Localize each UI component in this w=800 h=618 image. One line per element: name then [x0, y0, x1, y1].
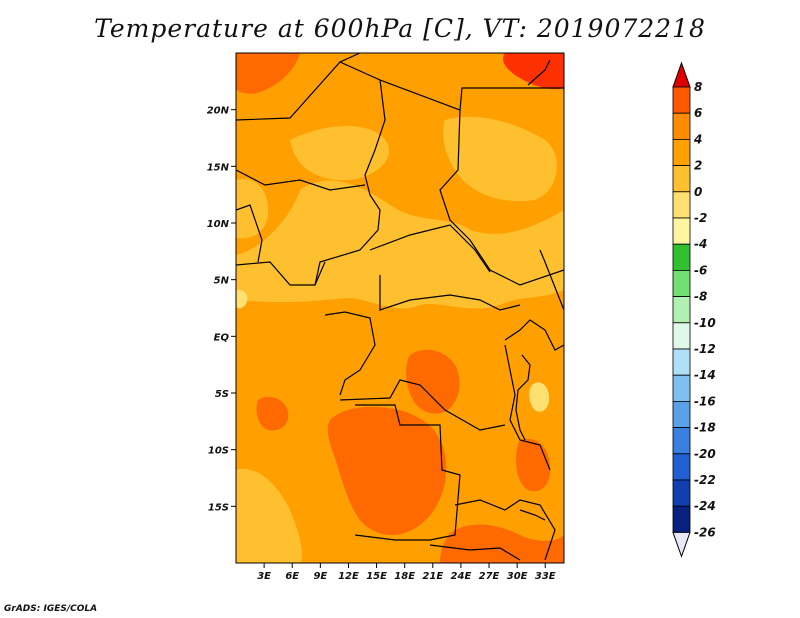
colorbar-label-7: -6	[694, 263, 707, 277]
border-sahel	[236, 169, 366, 191]
map-frame	[235, 52, 565, 564]
colorbar-label-13: -18	[694, 421, 716, 435]
colorbar-swatch-14	[672, 453, 691, 481]
colorbar-label-6: -4	[694, 237, 707, 251]
border-libya-egypt	[379, 79, 564, 111]
x-tick-label-5: 18E	[394, 571, 415, 582]
colorbar-swatch-2	[672, 138, 691, 166]
colorbar-label-3: 2	[694, 159, 702, 173]
x-tick-label-2: 9E	[313, 571, 327, 582]
colorbar-label-12: -16	[694, 394, 716, 408]
y-tick-label-5: 5S	[215, 389, 229, 400]
colorbar-swatch-9	[672, 322, 691, 350]
colorbar-label-2: 4	[693, 132, 702, 146]
y-tick-label-1: 15N	[207, 162, 230, 173]
colorbar-swatch-11	[672, 374, 691, 402]
border-congo-north	[379, 275, 521, 311]
border-zambia	[454, 499, 556, 561]
colorbar-swatch-4	[672, 191, 691, 219]
y-tick-label-3: 5N	[214, 276, 230, 287]
x-tick-label-1: 6E	[285, 571, 299, 582]
colorbar-label-16: -24	[694, 499, 716, 513]
colorbar-label-9: -10	[694, 316, 716, 330]
border-angola	[354, 404, 461, 541]
colorbar-swatch-6	[672, 243, 691, 271]
colorbar-swatch-7	[672, 269, 691, 297]
field-cool-north	[290, 125, 389, 181]
y-tick-label-0: 20N	[207, 106, 230, 117]
colorbar-label-8: -8	[694, 290, 707, 304]
border-drc-east	[504, 344, 551, 471]
grads-credit: GrADS: IGES/COLA	[4, 604, 98, 614]
x-tick-label-7: 24E	[451, 571, 472, 582]
field-warm-congo	[406, 349, 460, 414]
colorbar-label-17: -26	[694, 525, 716, 539]
colorbar-swatch-1	[672, 112, 691, 140]
lake-tanganyika	[515, 354, 531, 441]
y-tick-label-7: 15S	[208, 502, 229, 513]
field-coolest-spot	[529, 382, 550, 412]
colorbar-label-14: -20	[694, 447, 716, 461]
border-drc-south	[339, 379, 506, 431]
x-tick-label-4: 15E	[366, 571, 387, 582]
colorbar: 8 6 4 2 0 -2 -4 -6 -8 -10 -12 -14 -16 -18 -20 -22 -24 -26	[672, 61, 716, 558]
border-nigeria-south	[236, 261, 326, 286]
x-tick-label-10: 33E	[535, 571, 556, 582]
x-tick-label-6: 21E	[422, 571, 443, 582]
x-tick-label-0: 3E	[257, 571, 271, 582]
colorbar-swatch-13	[672, 427, 691, 455]
colorbar-label-0: 8	[694, 80, 702, 94]
border-botswana	[429, 544, 521, 561]
field-warm-south	[440, 524, 564, 563]
border-westafrica	[236, 204, 263, 263]
field-cool-southwest	[236, 469, 302, 563]
border-car	[369, 224, 491, 273]
field-cool-region	[236, 180, 564, 309]
coast-red-sea	[527, 59, 551, 86]
colorbar-swatch-16	[672, 505, 691, 533]
field-warm-angola	[327, 407, 447, 536]
colorbar-label-4: 0	[694, 185, 702, 199]
colorbar-label-11: -14	[694, 368, 716, 382]
colorbar-label-10: -12	[694, 342, 716, 356]
field-warm-north	[236, 53, 300, 94]
colorbar-label-1: 6	[694, 106, 702, 120]
lake-malawi	[519, 509, 546, 521]
field-cool-east	[443, 116, 557, 202]
border-uganda	[504, 319, 564, 351]
y-tick-label-2: 10N	[207, 219, 230, 230]
colorbar-swatch-15	[672, 479, 691, 507]
country-borders	[236, 53, 564, 561]
field-warm-west	[256, 396, 289, 431]
colorbar-top-arrow	[672, 61, 691, 88]
colorbar-label-5: -2	[694, 211, 707, 225]
field-cooler-west	[236, 289, 248, 309]
chart-title: Temperature at 600hPa [C], VT: 201907221…	[94, 14, 706, 43]
y-axis: 20N 15N 10N 5N EQ 5S 10S 15S	[207, 106, 236, 513]
x-tick-label-3: 12E	[338, 571, 359, 582]
y-tick-label-6: 10S	[208, 446, 229, 457]
field-warm-southeast	[515, 438, 551, 492]
colorbar-label-15: -22	[694, 473, 716, 487]
x-axis: 3E 6E 9E 12E 15E 18E 21E 24E 27E 30E 33E	[257, 563, 556, 582]
x-tick-label-9: 30E	[507, 571, 528, 582]
border-ethiopia	[539, 249, 564, 311]
colorbar-swatch-0	[672, 86, 691, 114]
border-gabon-congo	[324, 311, 376, 396]
border-niger-chad	[314, 61, 386, 286]
field-cool-west	[236, 179, 269, 239]
colorbar-swatch-3	[672, 165, 691, 193]
colorbar-swatch-10	[672, 348, 691, 376]
colorbar-bottom-arrow	[672, 531, 691, 558]
y-tick-label-4: EQ	[214, 332, 230, 343]
border-sudan	[439, 109, 564, 286]
x-tick-label-8: 27E	[479, 571, 500, 582]
colorbar-swatch-12	[672, 400, 691, 428]
colorbar-swatch-8	[672, 296, 691, 324]
border-algeria-mali	[236, 53, 361, 121]
temperature-field	[236, 53, 564, 563]
colorbar-swatch-5	[672, 217, 691, 245]
